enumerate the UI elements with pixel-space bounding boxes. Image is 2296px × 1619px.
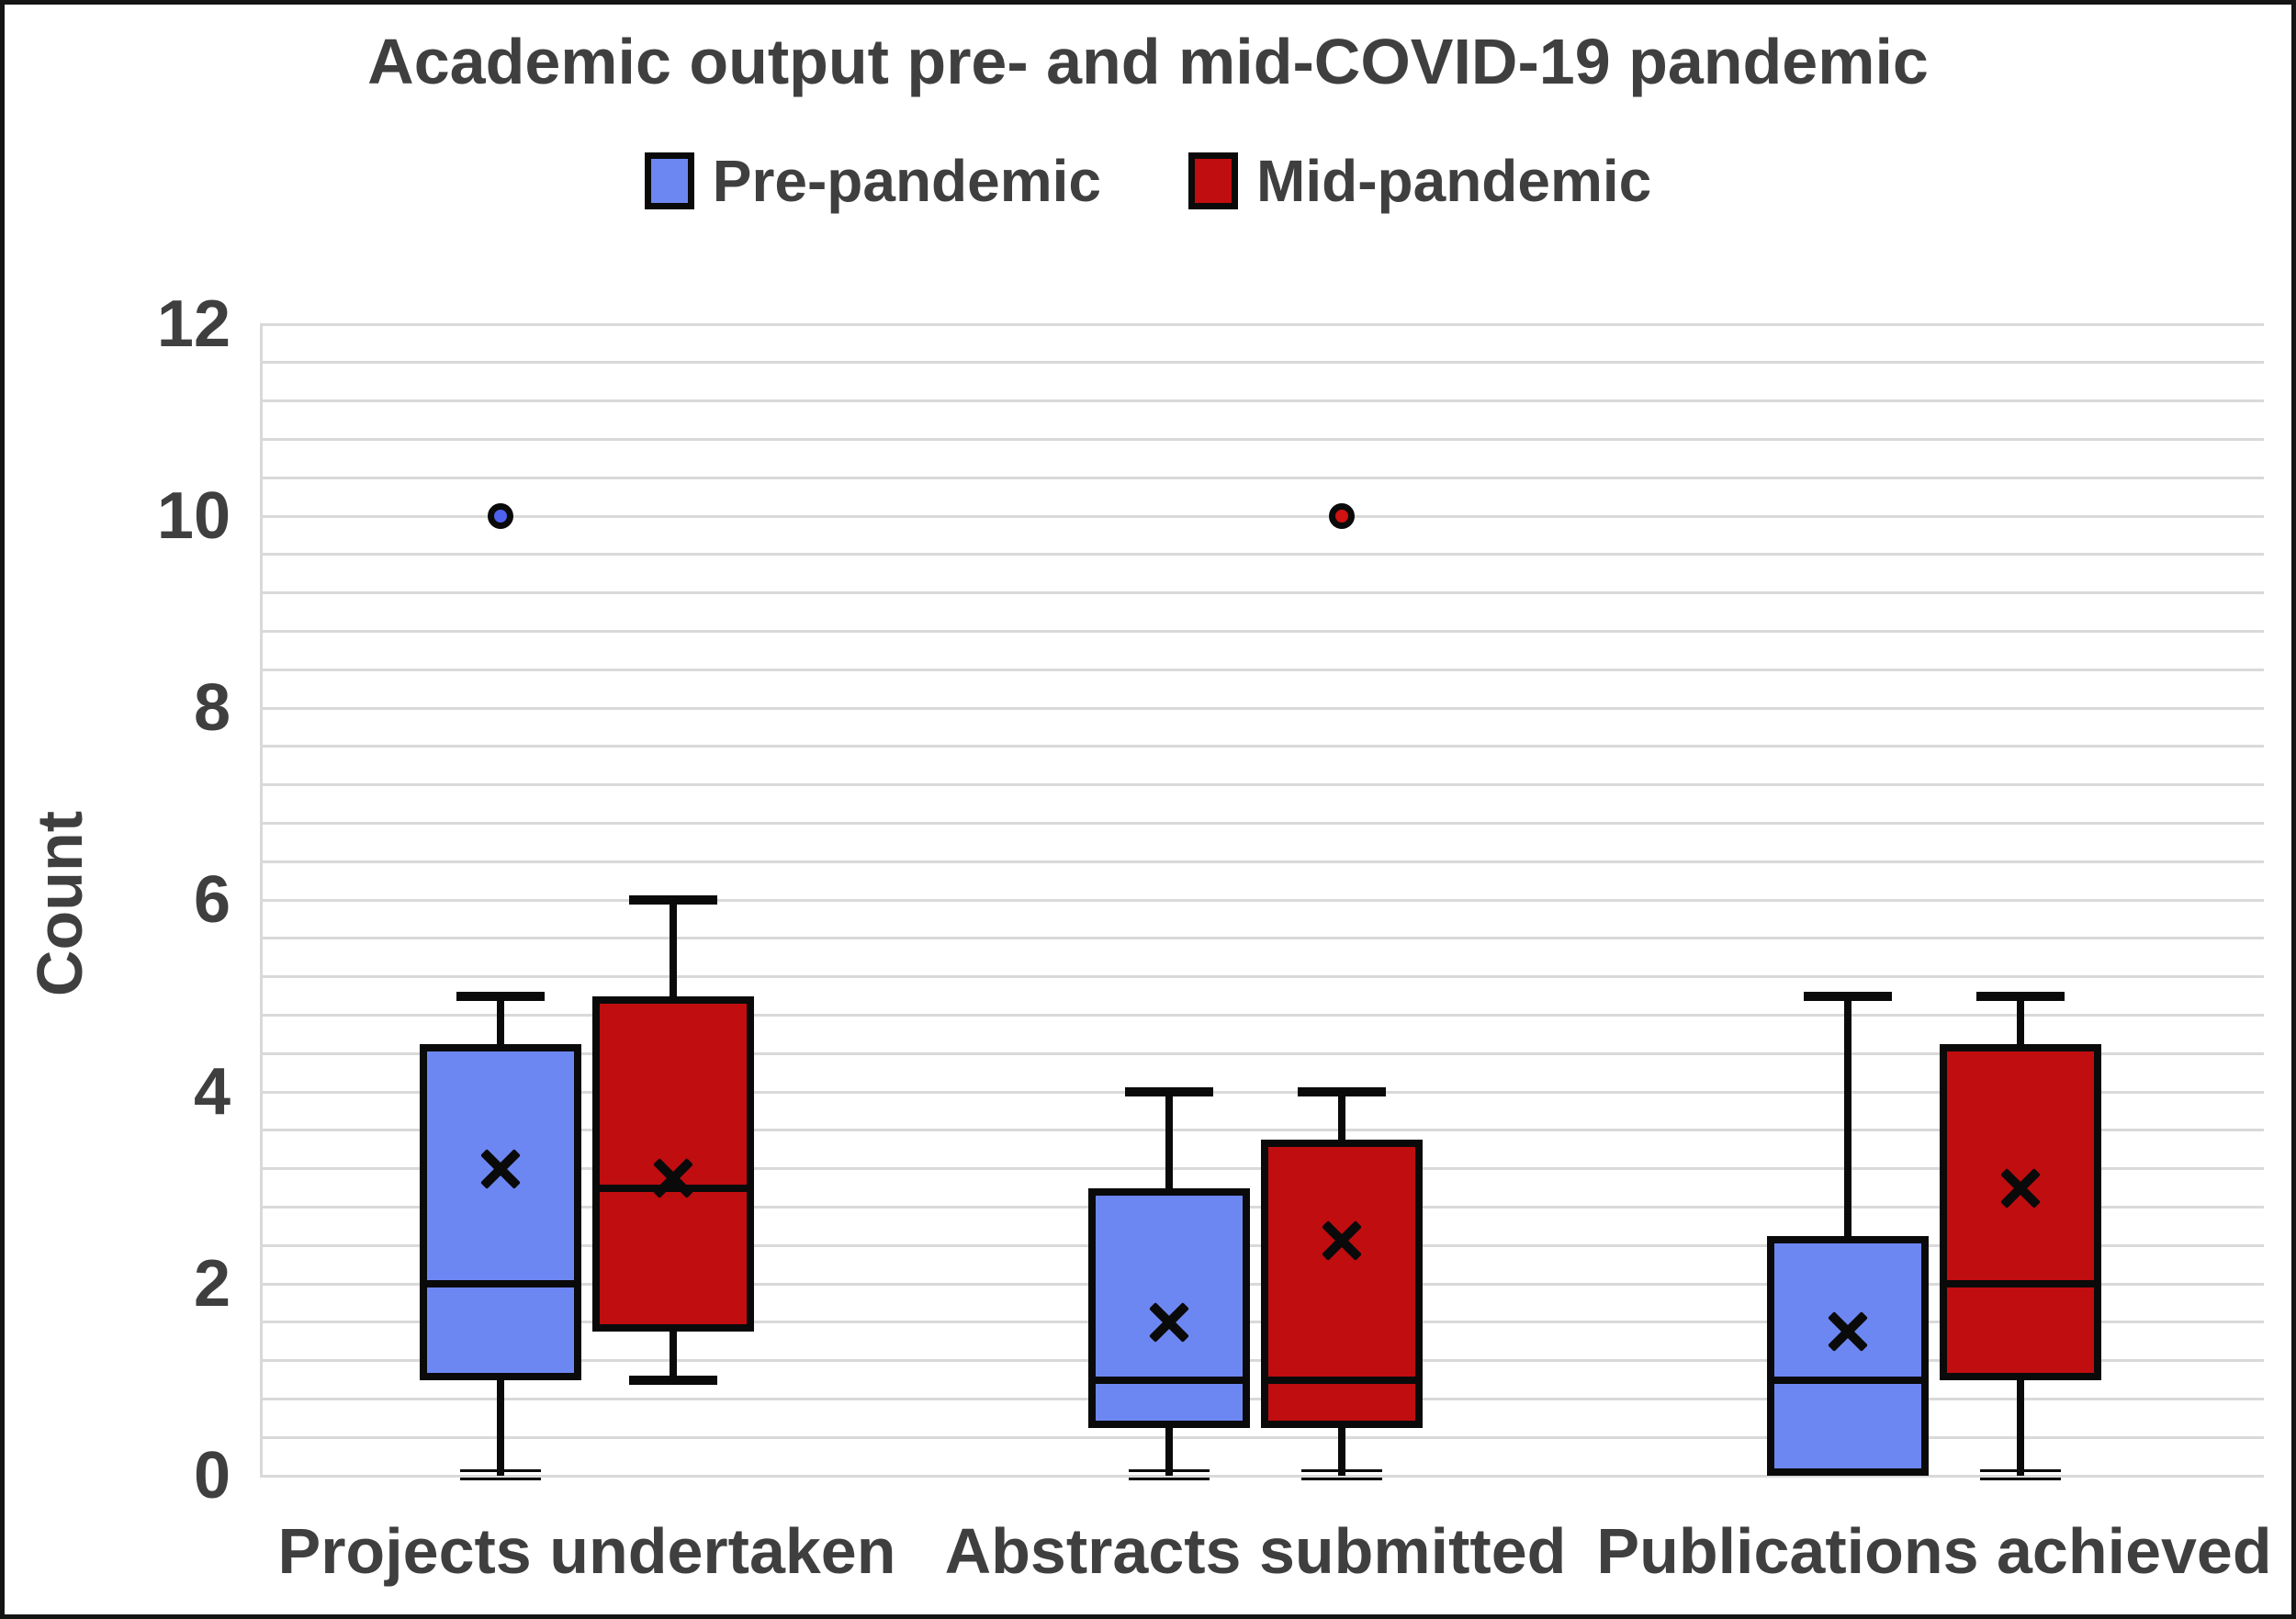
lower-whisker-cap [460, 1469, 541, 1480]
mean-marker [480, 1148, 521, 1189]
plot-left-border [260, 324, 263, 1476]
gridline [260, 437, 2264, 441]
upper-whisker-cap [1804, 991, 1892, 1001]
outlier-point [1329, 503, 1355, 529]
mean-marker [1322, 1220, 1362, 1261]
box-mid-pandemic-2 [1261, 1140, 1423, 1428]
gridline [260, 898, 2264, 902]
gridline [260, 476, 2264, 479]
box-mid-pandemic-3 [1940, 1043, 2101, 1380]
legend-label-mid-pandemic: Mid-pandemic [1256, 148, 1652, 214]
x-category-label: Publications achieved [1596, 1515, 2272, 1587]
lower-whisker-cap [1301, 1469, 1382, 1480]
gridline [260, 937, 2264, 940]
lower-whisker [1165, 1427, 1173, 1476]
median-line [1947, 1280, 2094, 1287]
y-tick-label: 2 [193, 1247, 231, 1321]
gridline [260, 1474, 2264, 1478]
outlier-point [488, 503, 513, 529]
box-pre-pandemic-2 [1088, 1187, 1250, 1428]
upper-whisker-cap [456, 991, 545, 1001]
mean-marker [2000, 1167, 2041, 1209]
legend-label-pre-pandemic: Pre-pandemic [712, 148, 1101, 214]
upper-whisker [1338, 1092, 1345, 1141]
lower-whisker-cap [1129, 1469, 1210, 1480]
median-line [600, 1184, 747, 1192]
upper-whisker [1844, 995, 1851, 1236]
lower-whisker [497, 1379, 504, 1476]
gridline [260, 514, 2264, 518]
legend-swatch-mid-pandemic [1188, 152, 1238, 209]
gridline [260, 1090, 2264, 1094]
median-line [1096, 1376, 1243, 1384]
chart-title: Academic output pre- and mid-COVID-19 pa… [367, 26, 1929, 97]
upper-whisker [670, 900, 677, 996]
box-pre-pandemic-3 [1767, 1235, 1929, 1476]
gridline [260, 322, 2264, 326]
legend-item-pre-pandemic: Pre-pandemic [644, 148, 1101, 214]
gridline [260, 706, 2264, 710]
gridline [260, 745, 2264, 748]
gridline [260, 399, 2264, 403]
gridline [260, 361, 2264, 365]
gridline [260, 553, 2264, 557]
y-tick-label: 0 [193, 1439, 231, 1512]
gridline [260, 1129, 2264, 1132]
gridline [260, 1435, 2264, 1439]
upper-whisker [497, 995, 504, 1044]
lower-whisker-cap [1980, 1469, 2061, 1480]
upper-whisker-cap [1125, 1087, 1213, 1096]
mean-marker [653, 1158, 693, 1198]
legend-swatch-pre-pandemic [644, 152, 694, 209]
legend: Pre-pandemic Mid-pandemic [5, 152, 2291, 210]
upper-whisker [2017, 995, 2024, 1044]
gridline [260, 1051, 2264, 1055]
legend-item-mid-pandemic: Mid-pandemic [1188, 152, 1651, 210]
upper-whisker-cap [1298, 1087, 1386, 1096]
y-tick-label: 4 [193, 1055, 231, 1129]
x-category-label: Projects undertaken [277, 1515, 896, 1587]
gridline [260, 629, 2264, 633]
median-line [1774, 1376, 1921, 1384]
lower-whisker [2017, 1379, 2024, 1476]
gridline [260, 783, 2264, 787]
gridline [260, 668, 2264, 671]
upper-whisker [1165, 1092, 1173, 1188]
y-tick-label: 12 [156, 287, 231, 361]
gridline [260, 860, 2264, 863]
upper-whisker-cap [1976, 991, 2065, 1001]
lower-whisker-cap [629, 1375, 717, 1385]
gridline [260, 975, 2264, 979]
median-line [427, 1280, 574, 1287]
gridline [260, 1013, 2264, 1017]
y-tick-label: 8 [193, 671, 231, 745]
y-tick-label: 10 [156, 479, 231, 553]
x-category-label: Abstracts submitted [944, 1515, 1567, 1587]
mean-marker [1828, 1311, 1868, 1353]
upper-whisker-cap [629, 895, 717, 905]
box-pre-pandemic-1 [420, 1043, 581, 1380]
gridline [260, 591, 2264, 595]
lower-whisker [670, 1332, 677, 1380]
median-line [1268, 1376, 1415, 1384]
lower-whisker [1338, 1427, 1345, 1476]
y-tick-label: 6 [193, 863, 231, 937]
mean-marker [1149, 1301, 1189, 1343]
box-mid-pandemic-1 [592, 995, 754, 1332]
gridline [260, 821, 2264, 825]
